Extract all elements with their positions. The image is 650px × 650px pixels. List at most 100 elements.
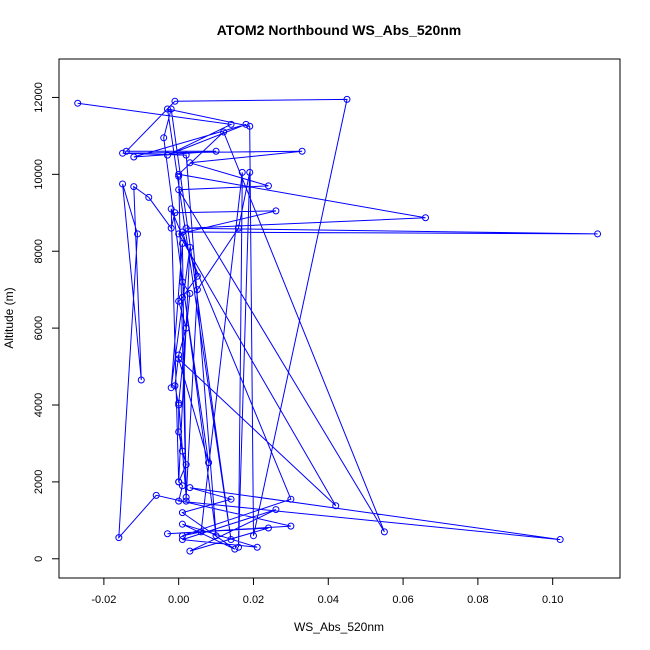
x-tick-label: 0.06 bbox=[392, 594, 413, 606]
data-point bbox=[167, 224, 175, 232]
data-point bbox=[182, 151, 190, 159]
data-point bbox=[186, 159, 194, 167]
data-point bbox=[594, 230, 602, 238]
data-point bbox=[235, 543, 243, 551]
data-point bbox=[242, 120, 250, 128]
data-point bbox=[163, 530, 171, 538]
data-point bbox=[178, 482, 186, 490]
y-tick-label: 8000 bbox=[33, 239, 45, 263]
data-point bbox=[119, 180, 127, 188]
data-point bbox=[175, 401, 183, 409]
data-point bbox=[134, 230, 142, 238]
y-tick-label: 6000 bbox=[33, 316, 45, 340]
data-point bbox=[238, 168, 246, 176]
data-point bbox=[272, 207, 280, 215]
data-point bbox=[193, 286, 201, 294]
data-point bbox=[343, 95, 351, 103]
data-point bbox=[182, 461, 190, 469]
data-point bbox=[122, 147, 130, 155]
y-tick-label: 4000 bbox=[33, 393, 45, 417]
data-point bbox=[227, 495, 235, 503]
data-point bbox=[178, 520, 186, 528]
data-point bbox=[130, 153, 138, 161]
data-point bbox=[171, 97, 179, 105]
data-point bbox=[175, 172, 183, 180]
data-point bbox=[178, 228, 186, 236]
data-point bbox=[205, 459, 213, 467]
data-point bbox=[287, 495, 295, 503]
data-point bbox=[115, 534, 123, 542]
data-point bbox=[197, 528, 205, 536]
data-point bbox=[175, 478, 183, 486]
data-point bbox=[227, 120, 235, 128]
data-point bbox=[137, 376, 145, 384]
chart-title: ATOM2 Northbound WS_Abs_520nm bbox=[217, 22, 462, 38]
data-point bbox=[182, 324, 190, 332]
data-point bbox=[130, 183, 138, 191]
data-point bbox=[178, 447, 186, 455]
data-point bbox=[119, 149, 127, 157]
data-point bbox=[182, 224, 190, 232]
data-point bbox=[235, 224, 243, 232]
data-point bbox=[171, 209, 179, 217]
data-point bbox=[175, 230, 183, 238]
data-point bbox=[175, 428, 183, 436]
x-tick-label: -0.02 bbox=[91, 594, 116, 606]
data-point bbox=[253, 543, 261, 551]
data-point bbox=[178, 509, 186, 517]
data-point bbox=[167, 105, 175, 113]
x-tick-label: 0.10 bbox=[542, 594, 563, 606]
data-point bbox=[380, 528, 388, 536]
data-point bbox=[246, 122, 254, 130]
data-point bbox=[231, 545, 239, 553]
x-axis: -0.02 0.00 0.02 0.04 0.06 0.08 0.10 bbox=[91, 578, 563, 606]
data-point bbox=[287, 522, 295, 530]
x-tick-label: 0.08 bbox=[467, 594, 488, 606]
data-point bbox=[186, 547, 194, 555]
data-point bbox=[175, 497, 183, 505]
data-point bbox=[175, 355, 183, 363]
y-axis: 0 2000 4000 6000 8000 10000 12000 bbox=[33, 82, 59, 562]
x-tick-label: 0.00 bbox=[168, 594, 189, 606]
data-point bbox=[175, 186, 183, 194]
data-point bbox=[74, 99, 82, 107]
x-tick-label: 0.02 bbox=[243, 594, 264, 606]
data-point bbox=[212, 532, 220, 540]
data-point bbox=[178, 278, 186, 286]
data-point bbox=[175, 297, 183, 305]
data-point bbox=[272, 506, 280, 514]
data-point bbox=[171, 382, 179, 390]
data-point bbox=[186, 290, 194, 298]
series-line bbox=[77, 98, 598, 552]
data-point bbox=[249, 532, 257, 540]
x-axis-label: WS_Abs_520nm bbox=[294, 620, 384, 634]
y-tick-label: 0 bbox=[33, 556, 45, 562]
data-point bbox=[264, 524, 272, 532]
data-point bbox=[182, 493, 190, 501]
data-point bbox=[246, 168, 254, 176]
data-point bbox=[167, 205, 175, 213]
data-point bbox=[145, 193, 153, 201]
y-tick-label: 10000 bbox=[33, 159, 45, 190]
data-point bbox=[163, 105, 171, 113]
data-point bbox=[220, 128, 228, 136]
data-point bbox=[178, 536, 186, 544]
data-point bbox=[160, 134, 168, 142]
data-point bbox=[422, 214, 430, 222]
data-point bbox=[152, 491, 160, 499]
plot-frame bbox=[58, 58, 621, 579]
data-point bbox=[227, 536, 235, 544]
data-point bbox=[178, 532, 186, 540]
data-point bbox=[556, 536, 564, 544]
y-axis-label: Altitude (m) bbox=[2, 287, 16, 348]
x-tick-label: 0.04 bbox=[318, 594, 339, 606]
y-tick-label: 12000 bbox=[33, 82, 45, 113]
data-point bbox=[332, 502, 340, 510]
data-point bbox=[175, 170, 183, 178]
data-point bbox=[163, 151, 171, 159]
y-tick-label: 2000 bbox=[33, 470, 45, 494]
data-point bbox=[182, 497, 190, 505]
data-point bbox=[298, 147, 306, 155]
data-point bbox=[175, 351, 183, 359]
